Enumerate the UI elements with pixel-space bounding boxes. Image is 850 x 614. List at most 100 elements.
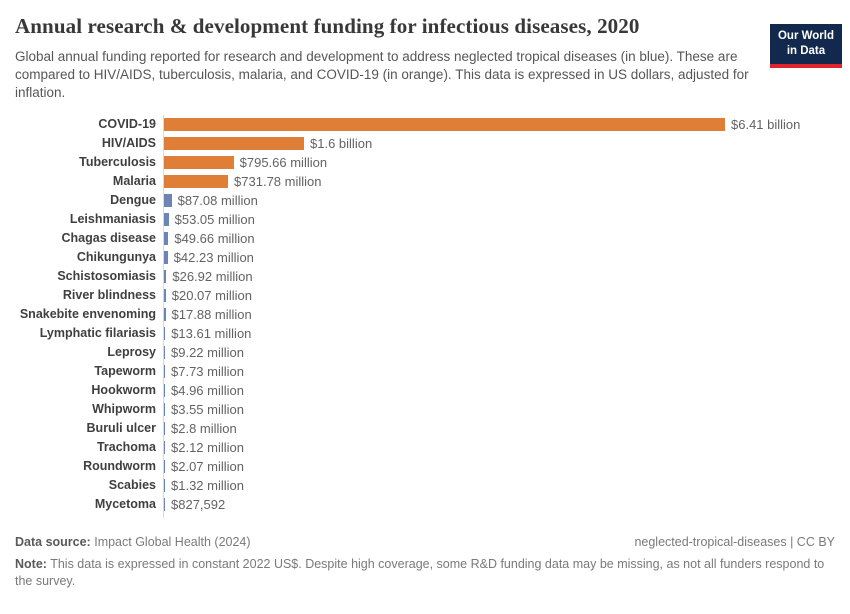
category-label: Scabies xyxy=(108,478,156,493)
owid-chart-page: Annual research & development funding fo… xyxy=(0,14,850,614)
chart-row: Roundworm $2.07 million xyxy=(15,456,850,476)
bar-schistosomiasis[interactable] xyxy=(164,269,167,283)
plot-area: $3.55 million xyxy=(163,399,850,419)
plot-area: $9.22 million xyxy=(163,342,850,362)
category-label: Chagas disease xyxy=(61,231,157,246)
plot-area: $2.8 million xyxy=(163,418,850,438)
bar-chagas-disease[interactable] xyxy=(164,231,169,245)
footnote: Note: This data is expressed in constant… xyxy=(15,556,835,591)
bar-covid-19[interactable] xyxy=(164,117,725,131)
data-source: Data source: Impact Global Health (2024) xyxy=(15,535,251,549)
bar-chikungunya[interactable] xyxy=(164,250,168,264)
value-label: $13.61 million xyxy=(171,325,252,341)
bar-tuberculosis[interactable] xyxy=(164,155,234,169)
category-label: Whipworm xyxy=(92,402,156,417)
footnote-value: This data is expressed in constant 2022 … xyxy=(15,556,825,589)
category-label: Leprosy xyxy=(107,345,156,360)
category-label: Buruli ulcer xyxy=(86,421,156,436)
bar-mycetoma[interactable] xyxy=(164,497,165,511)
category-label: Dengue xyxy=(110,193,156,208)
plot-area: $7.73 million xyxy=(163,361,850,381)
plot-area: $49.66 million xyxy=(163,228,850,248)
category-label: Schistosomiasis xyxy=(57,269,156,284)
category-label: Tuberculosis xyxy=(79,155,156,170)
category-label: Tapeworm xyxy=(94,364,156,379)
bar-leishmaniasis[interactable] xyxy=(164,212,169,226)
plot-area: $795.66 million xyxy=(163,152,850,172)
plot-area: $1.32 million xyxy=(163,475,850,495)
bar-chart: COVID-19 $6.41 billion HIV/AIDS $1.6 billio… xyxy=(15,114,850,518)
category-label: Snakebite envenoming xyxy=(19,307,156,322)
data-source-label: Data source: xyxy=(15,534,91,549)
category-label: Leishmaniasis xyxy=(69,212,156,227)
value-label: $26.92 million xyxy=(172,268,253,284)
chart-row: Tapeworm $7.73 million xyxy=(15,361,850,381)
plot-area: $87.08 million xyxy=(163,190,850,210)
bar-lymphatic-filariasis[interactable] xyxy=(164,326,166,340)
chart-row: Leishmaniasis $53.05 million xyxy=(15,209,850,229)
axis-line xyxy=(163,513,850,518)
value-label: $827,592 xyxy=(171,496,226,512)
category-label: Malaria xyxy=(112,174,156,189)
data-source-value[interactable]: Impact Global Health (2024) xyxy=(94,534,251,549)
chart-row: Scabies $1.32 million xyxy=(15,475,850,495)
value-label: $7.73 million xyxy=(171,363,244,379)
bar-dengue[interactable] xyxy=(164,193,172,207)
chart-header: Annual research & development funding fo… xyxy=(15,14,835,102)
value-label: $42.23 million xyxy=(173,249,254,265)
bar-leprosy[interactable] xyxy=(164,345,165,359)
bar-roundworm[interactable] xyxy=(164,459,165,473)
chart-row: Leprosy $9.22 million xyxy=(15,342,850,362)
plot-area: $20.07 million xyxy=(163,285,850,305)
plot-area: $731.78 million xyxy=(163,171,850,191)
plot-area: $4.96 million xyxy=(163,380,850,400)
chart-row: Malaria $731.78 million xyxy=(15,171,850,191)
category-label: Trachoma xyxy=(96,440,156,455)
value-label: $795.66 million xyxy=(239,154,328,170)
value-label: $53.05 million xyxy=(174,211,255,227)
bar-hookworm[interactable] xyxy=(164,383,165,397)
bar-trachoma[interactable] xyxy=(164,440,165,454)
category-label: River blindness xyxy=(62,288,156,303)
category-label: COVID-19 xyxy=(98,117,156,132)
chart-row: Schistosomiasis $26.92 million xyxy=(15,266,850,286)
value-label: $6.41 billion xyxy=(731,116,801,132)
bar-whipworm[interactable] xyxy=(164,402,165,416)
bar-scabies[interactable] xyxy=(164,478,165,492)
plot-area: $42.23 million xyxy=(163,247,850,267)
value-label: $1.6 billion xyxy=(310,135,373,151)
chart-row: HIV/AIDS $1.6 billion xyxy=(15,133,850,153)
chart-row: River blindness $20.07 million xyxy=(15,285,850,305)
bar-snakebite-envenoming[interactable] xyxy=(164,307,166,321)
owid-logo[interactable]: Our World in Data xyxy=(769,24,842,68)
category-label: Mycetoma xyxy=(94,497,156,512)
license-text[interactable]: neglected-tropical-diseases | CC BY xyxy=(634,534,835,549)
value-label: $731.78 million xyxy=(234,173,322,189)
category-label: HIV/AIDS xyxy=(101,136,156,151)
value-label: $3.55 million xyxy=(171,401,244,417)
plot-area: $53.05 million xyxy=(163,209,850,229)
chart-row: Tuberculosis $795.66 million xyxy=(15,152,850,172)
owid-logo-line2: in Data xyxy=(786,44,826,57)
chart-row: Whipworm $3.55 million xyxy=(15,399,850,419)
plot-area: $17.88 million xyxy=(163,304,850,324)
bar-river-blindness[interactable] xyxy=(164,288,166,302)
chart-row: Snakebite envenoming $17.88 million xyxy=(15,304,850,324)
page-title: Annual research & development funding fo… xyxy=(15,14,640,38)
value-label: $49.66 million xyxy=(174,230,255,246)
plot-area: $6.41 billion xyxy=(163,114,850,134)
chart-row: Mycetoma $827,592 xyxy=(15,494,850,514)
chart-row: Lymphatic filariasis $13.61 million xyxy=(15,323,850,343)
chart-subtitle: Global annual funding reported for resea… xyxy=(15,49,749,100)
bar-tapeworm[interactable] xyxy=(164,364,165,378)
value-label: $2.8 million xyxy=(171,420,237,436)
plot-area: $2.12 million xyxy=(163,437,850,457)
bar-malaria[interactable] xyxy=(164,174,229,188)
plot-area: $2.07 million xyxy=(163,456,850,476)
value-label: $1.32 million xyxy=(171,477,244,493)
bar-hiv-aids[interactable] xyxy=(164,136,305,150)
bar-buruli-ulcer[interactable] xyxy=(164,421,165,435)
category-label: Lymphatic filariasis xyxy=(39,326,156,341)
chart-row: Chikungunya $42.23 million xyxy=(15,247,850,267)
value-label: $17.88 million xyxy=(171,306,252,322)
